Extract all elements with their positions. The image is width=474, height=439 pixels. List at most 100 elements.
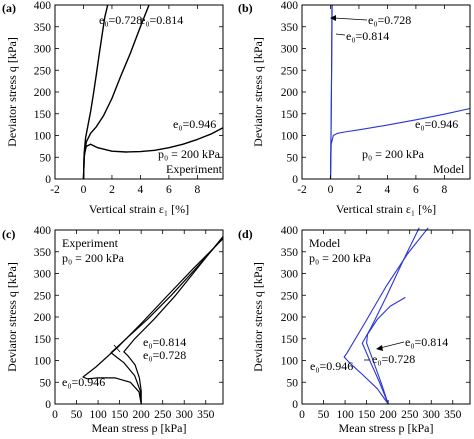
x-tick-label: 2 <box>356 184 362 196</box>
x-axis-label: Mean stress p [kPa] <box>92 421 187 435</box>
x-tick-label: 4 <box>385 184 391 196</box>
panel-d: (d) 0 50 100 150 200 250 300 350050100150200250… <box>238 225 471 435</box>
y-tick-label: 150 <box>281 334 299 346</box>
annotation-arrowhead <box>376 345 383 351</box>
x-tick-label: 300 <box>423 409 441 421</box>
x-tick-label: 6 <box>413 184 419 196</box>
x-tick-label: 0 <box>52 409 58 421</box>
y-tick-label: 100 <box>281 131 299 143</box>
x-tick-label: 50 <box>71 409 83 421</box>
x-axis-label: Vertical strain ε₁ [%] <box>336 202 436 216</box>
panel-label: (b) <box>238 1 253 15</box>
label-e0-0728: e₀=0.728 <box>372 352 415 366</box>
label-e0-0728: e₀=0.728 <box>99 13 142 27</box>
y-tick-label: 50 <box>40 152 52 164</box>
note-experiment: Experiment <box>166 162 223 176</box>
y-tick-label: 0 <box>292 399 298 411</box>
y-tick-label: 350 <box>281 247 299 259</box>
plot-area <box>82 4 224 180</box>
y-tick-label: 0 <box>292 174 298 186</box>
label-e0-0946: e₀=0.946 <box>415 117 458 131</box>
y-tick-label: 50 <box>287 152 299 164</box>
y-tick-label: 350 <box>281 22 299 34</box>
y-tick-label: 200 <box>34 312 52 324</box>
series-line-2 <box>343 227 429 405</box>
y-tick-label: 50 <box>40 377 52 389</box>
x-tick-label: 200 <box>380 409 398 421</box>
x-tick-label: 350 <box>197 409 215 421</box>
series-line-0 <box>82 4 109 180</box>
y-tick-label: 400 <box>34 225 52 237</box>
y-axis-label: Deviator stress q [kPa] <box>251 262 265 372</box>
y-tick-label: 350 <box>34 22 52 34</box>
y-tick-label: 300 <box>281 44 299 56</box>
y-tick-label: 200 <box>281 312 299 324</box>
annotation-arrow <box>379 341 405 349</box>
panel-label: (d) <box>238 227 253 241</box>
plot-area <box>82 236 224 405</box>
y-tick-label: 150 <box>281 109 299 121</box>
x-tick-label: 200 <box>133 409 151 421</box>
x-tick-label: 50 <box>318 409 330 421</box>
series-line-1 <box>361 227 420 405</box>
ticks: 0 50 100 150 200 250 300 3500501001502002503003… <box>281 225 470 421</box>
y-tick-label: 300 <box>34 44 52 56</box>
y-tick-label: 300 <box>34 269 52 281</box>
x-tick-label: 250 <box>154 409 172 421</box>
y-tick-label: 400 <box>34 0 52 12</box>
y-tick-label: 200 <box>34 87 52 99</box>
y-tick-label: 400 <box>281 225 299 237</box>
note-p0: p₀ = 200 kPa <box>362 147 425 161</box>
y-tick-label: 150 <box>34 334 52 346</box>
panel-label: (c) <box>2 227 15 241</box>
x-tick-label: 0 <box>81 184 87 196</box>
note-model: Model <box>433 162 465 176</box>
y-tick-label: 100 <box>281 356 299 368</box>
label-e0-0814: e₀=0.814 <box>346 29 389 43</box>
note-p0: p₀ = 200 kPa <box>158 147 221 161</box>
x-tick-label: 100 <box>89 409 107 421</box>
series-line-2 <box>82 127 224 180</box>
label-e0-0728: e₀=0.728 <box>143 348 186 362</box>
y-axis-label: Deviator stress q [kPa] <box>251 37 265 147</box>
y-tick-label: 250 <box>34 290 52 302</box>
x-tick-label: 150 <box>111 409 129 421</box>
y-tick-label: 300 <box>281 269 299 281</box>
series-line-2 <box>329 107 471 180</box>
y-axis-label: Deviator stress q [kPa] <box>5 37 19 147</box>
y-tick-label: 250 <box>281 290 299 302</box>
note-model: Model <box>309 236 341 250</box>
x-tick-label: 300 <box>176 409 194 421</box>
y-tick-label: 100 <box>34 356 52 368</box>
label-e0-0946: e₀=0.946 <box>173 117 216 131</box>
x-tick-label: -2 <box>297 184 307 196</box>
x-tick-label: 8 <box>441 184 447 196</box>
plot-area <box>343 227 429 405</box>
x-tick-label: 100 <box>336 409 354 421</box>
y-tick-label: 0 <box>45 399 51 411</box>
x-tick-label: 8 <box>194 184 200 196</box>
x-tick-label: 150 <box>358 409 376 421</box>
series-line-0 <box>366 296 406 405</box>
x-axis-label: Mean stress p [kPa] <box>339 421 434 435</box>
y-tick-label: 100 <box>34 131 52 143</box>
annotation-leader <box>335 33 346 36</box>
x-tick-label: 6 <box>166 184 172 196</box>
x-tick-label: 250 <box>401 409 419 421</box>
series-line-2 <box>82 238 224 405</box>
y-tick-label: 200 <box>281 87 299 99</box>
x-tick-label: 0 <box>299 409 305 421</box>
label-e0-0946: e₀=0.946 <box>62 375 105 389</box>
label-e0-0946: e₀=0.946 <box>310 359 353 373</box>
annotation-arrow <box>113 344 121 353</box>
note-experiment: Experiment <box>62 236 119 250</box>
note-p0: p₀ = 200 kPa <box>62 251 125 265</box>
series-line-0 <box>123 236 224 404</box>
series-line-1 <box>110 237 224 405</box>
label-e0-0728: e₀=0.728 <box>368 13 411 27</box>
annotation-arrowhead <box>330 15 336 21</box>
